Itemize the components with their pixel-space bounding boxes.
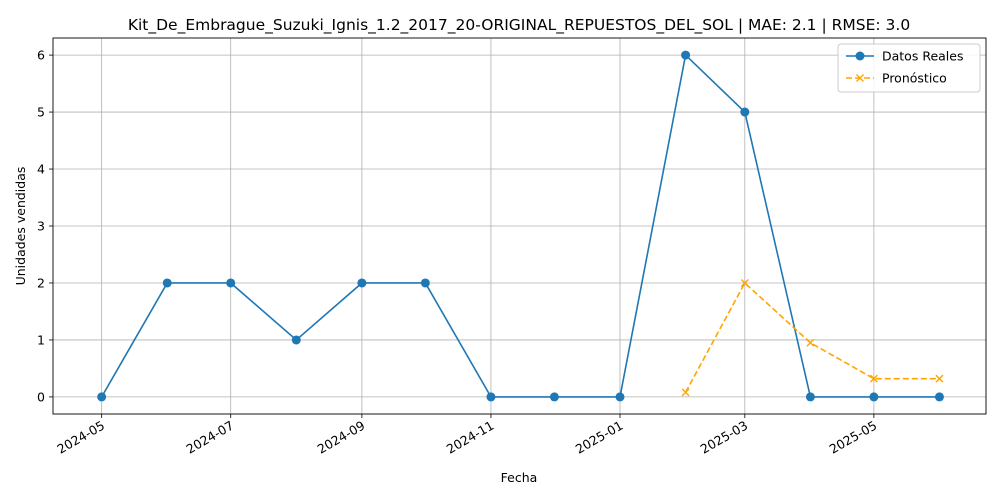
data-point	[935, 374, 944, 383]
x-tick-label: 2025-05	[827, 418, 880, 457]
data-point	[934, 392, 944, 402]
data-point	[869, 374, 878, 383]
series-line	[684, 281, 940, 393]
data-point	[869, 392, 879, 402]
data-point	[740, 107, 750, 117]
legend-label: Pronóstico	[882, 71, 947, 86]
series-pronostico	[681, 278, 944, 397]
y-tick-label: 2	[37, 275, 45, 290]
data-point	[486, 392, 496, 402]
y-tick-label: 5	[37, 105, 45, 120]
x-tick-label: 2025-01	[573, 418, 626, 457]
legend-marker	[856, 74, 864, 82]
y-axis-label: Unidades vendidas	[13, 167, 28, 286]
x-tick-label: 2024-07	[183, 418, 236, 457]
legend-label: Datos Reales	[882, 49, 963, 64]
data-point	[740, 278, 749, 287]
legend: Datos Reales Pronóstico	[837, 43, 981, 93]
data-point	[615, 392, 625, 402]
data-point	[162, 278, 172, 288]
data-point	[681, 388, 690, 397]
y-tick-label: 4	[37, 162, 45, 177]
axes: 0 1 2 3 4 5 6 2024-05 2024-07 2024-09 2024-11 2025-…	[37, 37, 987, 457]
chart-title: Kit_De_Embrague_Suzuki_Ignis_1.2_2017_20…	[128, 16, 910, 35]
data-point	[226, 278, 236, 288]
y-tick-label: 1	[37, 332, 45, 347]
x-tick-label: 2025-03	[698, 418, 751, 457]
x-tick-label: 2024-11	[444, 418, 497, 457]
data-point	[291, 335, 301, 345]
data-point	[357, 278, 367, 288]
data-point	[806, 338, 815, 347]
series-datos-reales	[97, 50, 944, 402]
x-tick-label: 2024-05	[54, 418, 107, 457]
plot-frame	[52, 37, 987, 415]
y-tick-label: 0	[37, 389, 45, 404]
legend-marker	[855, 51, 865, 61]
data-point	[805, 392, 815, 402]
data-point	[549, 392, 559, 402]
x-tick-label: 2024-09	[315, 418, 368, 457]
x-axis-label: Fecha	[501, 470, 538, 485]
y-tick-label: 6	[37, 48, 45, 63]
series	[97, 50, 944, 402]
data-point	[681, 50, 691, 60]
data-point	[97, 392, 107, 402]
series-line	[100, 53, 940, 398]
y-tick-label: 3	[37, 219, 45, 234]
data-point	[420, 278, 430, 288]
grid	[53, 38, 986, 414]
